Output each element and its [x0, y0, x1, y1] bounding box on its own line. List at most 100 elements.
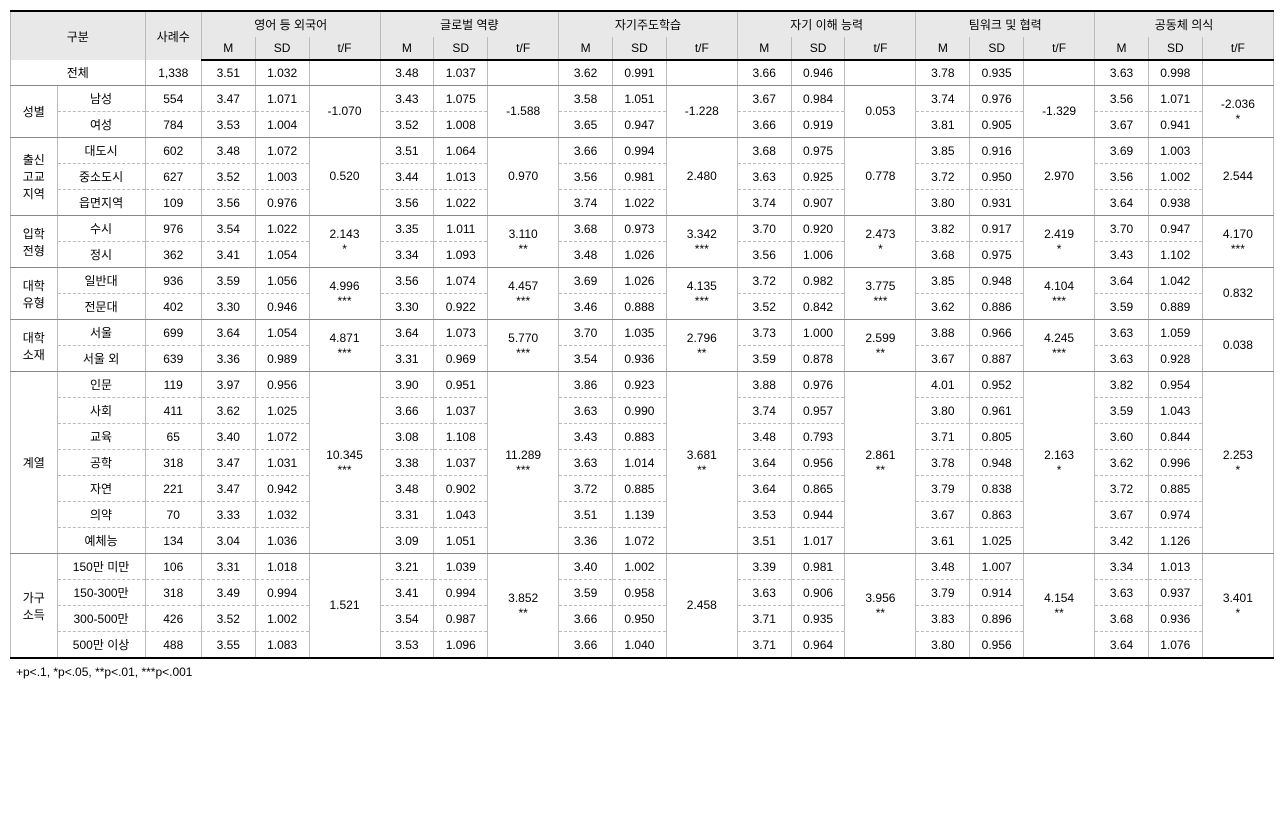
cell: 0.938 — [1148, 190, 1202, 216]
cell: 3.63 — [1095, 346, 1149, 372]
cell: 3.70 — [559, 320, 613, 346]
row-label: 읍면지역 — [57, 190, 145, 216]
cell: 0.966 — [970, 320, 1024, 346]
cell: 1.108 — [434, 424, 488, 450]
row-n: 70 — [145, 502, 201, 528]
cell: 3.62 — [1095, 450, 1149, 476]
cell: 3.70 — [1095, 216, 1149, 242]
cell: 0.994 — [613, 138, 667, 164]
row-n: 318 — [145, 450, 201, 476]
cell: 3.80 — [916, 398, 970, 424]
cell: 3.52 — [380, 112, 434, 138]
cell: 1.043 — [434, 502, 488, 528]
cell: 3.31 — [380, 502, 434, 528]
cell: 0.916 — [970, 138, 1024, 164]
cell: 3.78 — [916, 60, 970, 86]
row-n: 106 — [145, 554, 201, 580]
cell: 3.62 — [559, 60, 613, 86]
cell: 3.64 — [201, 320, 255, 346]
col-n: 사례수 — [145, 11, 201, 60]
row-n: 318 — [145, 580, 201, 606]
cell: 3.49 — [201, 580, 255, 606]
cell: 0.956 — [791, 450, 845, 476]
cell: 3.43 — [380, 86, 434, 112]
col-sub-tf: t/F — [666, 37, 737, 60]
row-label: 사회 — [57, 398, 145, 424]
cell: 0.878 — [791, 346, 845, 372]
tf-cell: 1.521 — [309, 554, 380, 659]
cell: 0.956 — [970, 632, 1024, 659]
row-n: 402 — [145, 294, 201, 320]
tf-cell: 2.970 — [1024, 138, 1095, 216]
cell: 1.013 — [1148, 554, 1202, 580]
tf-cell: 2.143* — [309, 216, 380, 268]
col-sub-tf: t/F — [845, 37, 916, 60]
row-total-label: 전체 — [11, 60, 146, 86]
tf-cell: 4.170*** — [1202, 216, 1273, 268]
cell: 3.68 — [1095, 606, 1149, 632]
cell: 3.64 — [380, 320, 434, 346]
cell: 3.74 — [737, 398, 791, 424]
col-sub-m: M — [1095, 37, 1149, 60]
tf-cell: 3.775*** — [845, 268, 916, 320]
cell: 3.31 — [201, 554, 255, 580]
cell: 0.982 — [791, 268, 845, 294]
cell: 3.66 — [380, 398, 434, 424]
row-label: 정시 — [57, 242, 145, 268]
cell: 3.58 — [559, 86, 613, 112]
cell: 4.01 — [916, 372, 970, 398]
cell — [666, 60, 737, 86]
cell: 3.64 — [737, 476, 791, 502]
cell: 0.931 — [970, 190, 1024, 216]
cell: 0.946 — [255, 294, 309, 320]
cell: 1.040 — [613, 632, 667, 659]
cell: 3.53 — [201, 112, 255, 138]
row-label: 의약 — [57, 502, 145, 528]
cell: 0.990 — [613, 398, 667, 424]
cell: 1.031 — [255, 450, 309, 476]
table-head: 구분 사례수 영어 등 외국어 글로벌 역량 자기주도학습 자기 이해 능력 팀… — [11, 11, 1274, 60]
group-name: 대학유형 — [11, 268, 58, 320]
tf-cell: 3.110** — [488, 216, 559, 268]
row-label: 150-300만 — [57, 580, 145, 606]
cell: 1.022 — [434, 190, 488, 216]
cell: 3.38 — [380, 450, 434, 476]
cell: 0.936 — [1148, 606, 1202, 632]
row-label: 예체능 — [57, 528, 145, 554]
cell: 3.66 — [559, 606, 613, 632]
cell: 3.43 — [559, 424, 613, 450]
tf-cell: -1.228 — [666, 86, 737, 138]
cell: 3.74 — [559, 190, 613, 216]
cell: 3.48 — [380, 60, 434, 86]
tf-cell: 4.154** — [1024, 554, 1095, 659]
row-label: 중소도시 — [57, 164, 145, 190]
cell: 0.994 — [255, 580, 309, 606]
cell: 0.996 — [1148, 450, 1202, 476]
cell: 3.72 — [916, 164, 970, 190]
cell: 3.63 — [737, 164, 791, 190]
cell: 3.67 — [737, 86, 791, 112]
cell: 1.043 — [1148, 398, 1202, 424]
cell: 3.67 — [916, 502, 970, 528]
cell: 3.52 — [737, 294, 791, 320]
group-name: 대학소재 — [11, 320, 58, 372]
cell: 0.981 — [791, 554, 845, 580]
cell: 0.998 — [1148, 60, 1202, 86]
cell: 3.40 — [559, 554, 613, 580]
cell: 3.63 — [1095, 320, 1149, 346]
cell: 3.82 — [1095, 372, 1149, 398]
cell: 1.032 — [255, 60, 309, 86]
cell: 3.56 — [559, 164, 613, 190]
row-label: 300-500만 — [57, 606, 145, 632]
row-label: 일반대 — [57, 268, 145, 294]
tf-cell: 3.342*** — [666, 216, 737, 268]
cell: 3.67 — [1095, 502, 1149, 528]
row-label: 전문대 — [57, 294, 145, 320]
tf-cell: 2.796** — [666, 320, 737, 372]
col-sub-m: M — [737, 37, 791, 60]
col-metric-5: 공동체 의식 — [1095, 11, 1274, 37]
row-label: 인문 — [57, 372, 145, 398]
cell: 0.976 — [970, 86, 1024, 112]
cell: 3.30 — [380, 294, 434, 320]
cell: 1.018 — [255, 554, 309, 580]
